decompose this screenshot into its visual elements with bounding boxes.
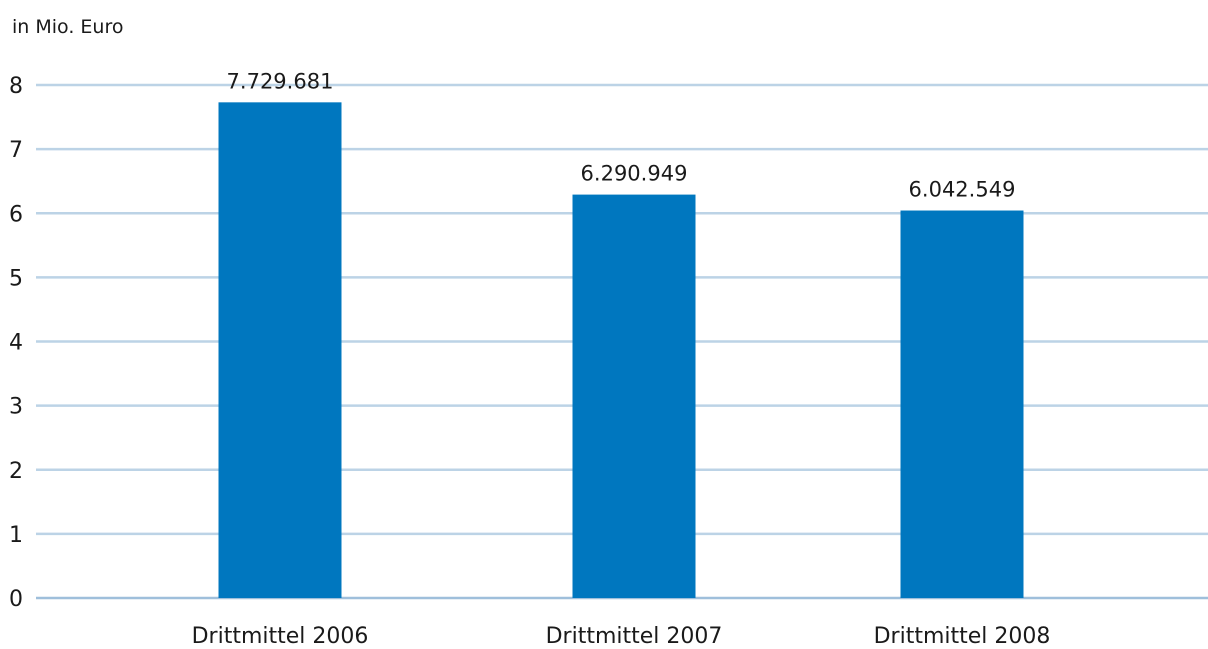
y-tick-label: 1 — [9, 523, 23, 548]
x-axis-category-labels: Drittmittel 2006 Drittmittel 2007 Drittmit… — [192, 624, 1051, 649]
y-tick-label: 7 — [9, 138, 23, 163]
data-label: 6.290.949 — [581, 162, 688, 186]
y-tick-label: 3 — [9, 395, 23, 420]
category-label: Drittmittel 2006 — [192, 624, 369, 649]
bar — [572, 194, 696, 598]
y-tick-label: 6 — [9, 202, 23, 227]
category-label: Drittmittel 2007 — [546, 624, 723, 649]
y-axis-tick-labels: 0 1 2 3 4 5 6 7 8 — [9, 74, 23, 612]
bar — [900, 210, 1024, 598]
unit-label: in Mio. Euro — [12, 16, 123, 38]
data-label: 7.729.681 — [227, 69, 334, 93]
bars — [218, 102, 1024, 599]
data-labels: 7.729.681 6.290.949 6.042.549 — [227, 69, 1016, 201]
y-tick-label: 2 — [9, 459, 23, 484]
data-label: 6.042.549 — [909, 178, 1016, 202]
y-tick-label: 5 — [9, 266, 23, 291]
y-tick-label: 8 — [9, 74, 23, 99]
y-tick-label: 0 — [9, 587, 23, 612]
category-label: Drittmittel 2008 — [874, 624, 1051, 649]
y-tick-label: 4 — [9, 331, 23, 356]
bar — [218, 102, 342, 599]
